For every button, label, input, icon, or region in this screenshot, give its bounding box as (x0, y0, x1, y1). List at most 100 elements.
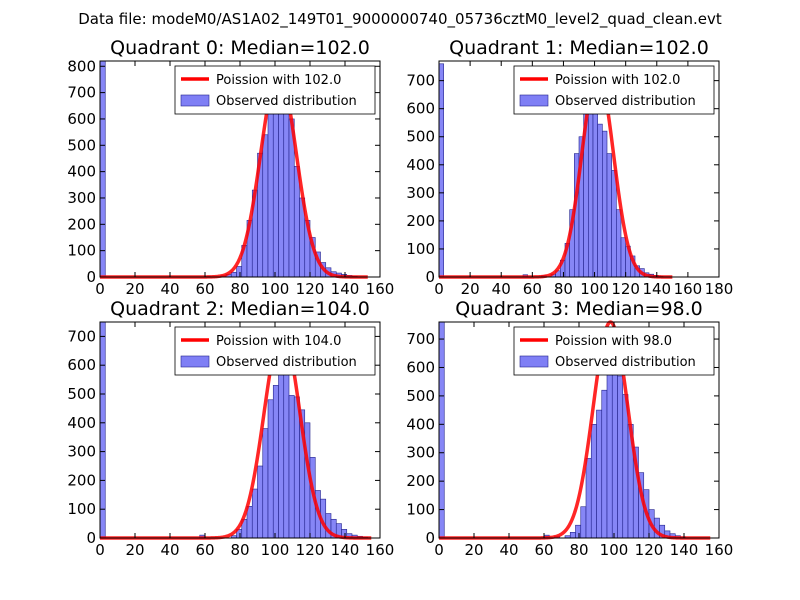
y-tick-label: 700 (406, 72, 435, 90)
histogram-bar (606, 347, 613, 539)
y-tick-label: 300 (67, 443, 96, 461)
y-tick-label: 800 (67, 57, 96, 75)
x-tick-label: 140 (331, 280, 360, 298)
y-tick-label: 400 (406, 415, 435, 433)
x-tick-label: 120 (611, 280, 640, 298)
histogram-bar (99, 60, 106, 278)
histogram-bar (293, 166, 300, 278)
y-tick-label: 300 (406, 184, 435, 202)
y-tick-label: 200 (67, 471, 96, 489)
x-tick-label: 80 (554, 280, 573, 298)
x-tick-label: 160 (705, 541, 734, 559)
y-tick-label: 100 (406, 501, 435, 519)
x-tick-label: 0 (434, 280, 444, 298)
legend-label-observed: Observed distribution (216, 94, 357, 109)
x-tick-label: 0 (95, 280, 105, 298)
x-tick-label: 160 (366, 280, 395, 298)
y-tick-label: 500 (67, 385, 96, 403)
histogram-bar (580, 506, 587, 539)
y-tick-label: 700 (67, 327, 96, 345)
histogram-bar (569, 532, 576, 539)
legend: Poission with 104.0 Observed distribution (174, 326, 376, 376)
y-tick-label: 0 (425, 268, 435, 286)
histogram-bar (293, 396, 300, 539)
x-tick-label: 140 (670, 541, 699, 559)
panel-3: Quadrant 3: Median=98.0 0 20 40 60 80 100 120 14… (406, 298, 733, 559)
y-tick-label: 700 (406, 330, 435, 348)
y-tick-label: 100 (406, 240, 435, 258)
panel-0: Quadrant 0: Median=102.0 0 20 40 60 80 100 120 1… (67, 37, 394, 298)
x-tick-label: 160 (366, 541, 395, 559)
histogram-bar (602, 130, 608, 278)
x-tick-label: 120 (296, 541, 325, 559)
x-tick-label: 120 (635, 541, 664, 559)
x-tick-label: 140 (642, 280, 671, 298)
legend-bar-swatch (180, 355, 210, 368)
panel-title-2: Quadrant 2: Median=104.0 (110, 298, 370, 320)
histogram-bar (617, 375, 624, 539)
y-tick-label: 400 (67, 163, 96, 181)
legend-bar-swatch (519, 94, 549, 107)
x-tick-label: 100 (600, 541, 629, 559)
y-tick-label: 200 (406, 212, 435, 230)
x-tick-label: 140 (331, 541, 360, 559)
y-tick-label: 600 (67, 356, 96, 374)
histogram-bar (267, 105, 274, 278)
axes-frame (438, 60, 720, 278)
histogram-bar (272, 385, 279, 539)
y-tick-label: 600 (406, 358, 435, 376)
y-tick-label: 0 (86, 268, 96, 286)
legend-label-poisson: Poission with 98.0 (555, 334, 672, 349)
y-tick-label: 600 (406, 100, 435, 118)
panel-2: Quadrant 2: Median=104.0 0 20 40 60 80 100 120 1… (67, 298, 394, 559)
legend: Poission with 98.0 Observed distribution (513, 326, 715, 376)
x-tick-label: 40 (160, 541, 179, 559)
y-tick-label: 400 (406, 156, 435, 174)
x-tick-label: 80 (230, 541, 249, 559)
histogram-bar (611, 170, 617, 278)
legend-label-observed: Observed distribution (216, 355, 357, 370)
x-tick-label: 160 (674, 280, 703, 298)
y-tick-label: 500 (406, 128, 435, 146)
histogram-bar (283, 100, 290, 278)
x-tick-label: 60 (195, 541, 214, 559)
y-tick-label: 500 (67, 136, 96, 154)
x-tick-label: 80 (230, 280, 249, 298)
panel-title-3: Quadrant 3: Median=98.0 (455, 298, 703, 320)
histogram-bar (278, 353, 285, 539)
histogram-bar (438, 63, 444, 278)
panel-1: Quadrant 1: Median=102.00 20 40 60 80 100 120 1… (406, 37, 733, 298)
y-tick-label: 200 (406, 472, 435, 490)
histogram-bar (590, 424, 597, 539)
y-tick-label: 400 (67, 414, 96, 432)
x-tick-label: 40 (499, 541, 518, 559)
y-tick-label: 200 (67, 215, 96, 233)
x-tick-label: 60 (534, 541, 553, 559)
histogram-bar (257, 465, 264, 539)
x-tick-label: 20 (461, 280, 480, 298)
histogram-bar (622, 394, 629, 539)
x-tick-label: 0 (95, 541, 105, 559)
x-tick-label: 20 (464, 541, 483, 559)
x-tick-label: 20 (125, 541, 144, 559)
x-tick-label: 60 (523, 280, 542, 298)
x-tick-label: 40 (492, 280, 511, 298)
x-tick-label: 120 (296, 280, 325, 298)
x-tick-label: 60 (195, 280, 214, 298)
histogram-bar (230, 271, 237, 278)
y-tick-label: 100 (67, 500, 96, 518)
histogram-bar (262, 134, 269, 278)
x-tick-label: 180 (705, 280, 734, 298)
histogram-bar (288, 395, 295, 539)
histogram-bar (601, 389, 608, 539)
x-tick-label: 100 (261, 280, 290, 298)
y-tick-label: 100 (67, 242, 96, 260)
x-tick-label: 0 (434, 541, 444, 559)
panel-title-1: Quadrant 1: Median=102.0 (449, 37, 709, 59)
histogram-bar (251, 488, 258, 539)
y-tick-label: 300 (406, 444, 435, 462)
histogram-bar (620, 237, 626, 278)
legend-bar-swatch (180, 94, 210, 107)
suptitle: Data file: modeM0/AS1A02_149T01_90000007… (78, 10, 722, 29)
